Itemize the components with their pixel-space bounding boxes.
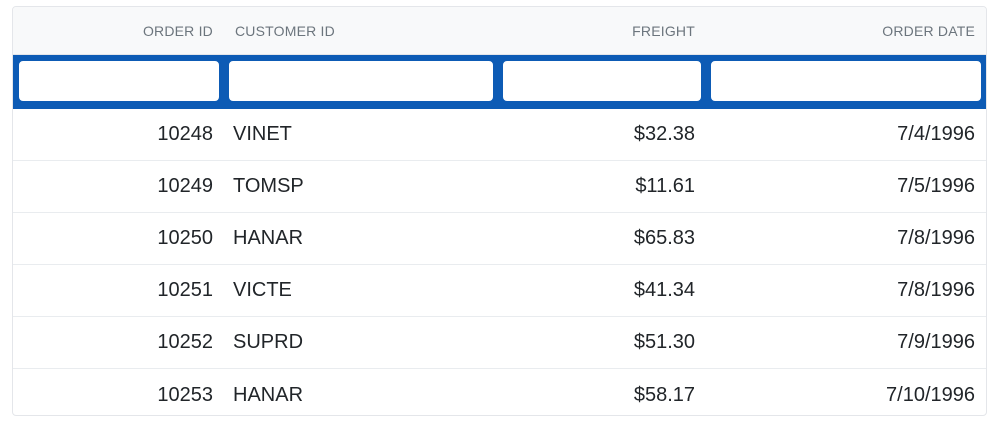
cell-order-date: 7/9/1996 bbox=[897, 331, 975, 353]
table-row[interactable]: 10249 TOMSP $11.61 7/5/1996 bbox=[13, 161, 986, 213]
data-grid: ORDER ID CUSTOMER ID FREIGHT ORDER DATE … bbox=[12, 6, 987, 416]
column-header-order-date[interactable]: ORDER DATE bbox=[882, 22, 975, 39]
cell-order-date: 7/4/1996 bbox=[897, 123, 975, 145]
cell-freight: $58.17 bbox=[633, 383, 695, 406]
cell-customer-id: HANAR bbox=[233, 383, 304, 406]
cell-freight: $11.61 bbox=[635, 175, 695, 197]
cell-order-id: 10252 bbox=[157, 331, 213, 353]
filter-input-freight[interactable] bbox=[501, 59, 703, 103]
cell-order-date: 7/8/1996 bbox=[897, 227, 975, 249]
filter-row bbox=[13, 55, 986, 109]
filter-input-order-id[interactable] bbox=[17, 59, 221, 103]
cell-customer-id: VICTE bbox=[233, 279, 292, 301]
cell-customer-id: SUPRD bbox=[233, 331, 304, 353]
table-row[interactable]: 10253 HANAR $58.17 7/10/1996 bbox=[13, 369, 986, 415]
filter-cell-customer-id bbox=[224, 59, 498, 105]
cell-customer-id: VINET bbox=[233, 123, 292, 145]
filter-cell-freight bbox=[498, 59, 706, 105]
column-header-freight[interactable]: FREIGHT bbox=[632, 22, 695, 39]
table-row[interactable]: 10251 VICTE $41.34 7/8/1996 bbox=[13, 265, 986, 317]
filter-input-order-date[interactable] bbox=[709, 59, 983, 103]
table-row[interactable]: 10250 HANAR $65.83 7/8/1996 bbox=[13, 213, 986, 265]
filter-cell-order-id bbox=[14, 59, 224, 105]
table-row[interactable]: 10248 VINET $32.38 7/4/1996 bbox=[13, 109, 986, 161]
cell-order-id: 10249 bbox=[157, 175, 213, 197]
cell-customer-id: TOMSP bbox=[233, 175, 304, 197]
cell-freight: $32.38 bbox=[633, 123, 695, 145]
cell-order-date: 7/10/1996 bbox=[886, 383, 975, 406]
column-header-order-id[interactable]: ORDER ID bbox=[142, 22, 213, 39]
cell-order-date: 7/8/1996 bbox=[897, 279, 975, 301]
filter-input-customer-id[interactable] bbox=[227, 59, 495, 103]
column-header-customer-id[interactable]: CUSTOMER ID bbox=[235, 22, 335, 39]
filter-cell-order-date bbox=[706, 59, 986, 105]
cell-freight: $41.34 bbox=[633, 279, 695, 301]
cell-order-id: 10251 bbox=[157, 279, 213, 301]
cell-customer-id: HANAR bbox=[233, 227, 304, 249]
header-row: ORDER ID CUSTOMER ID FREIGHT ORDER DATE bbox=[13, 7, 986, 55]
cell-freight: $51.30 bbox=[633, 331, 695, 353]
cell-order-id: 10250 bbox=[157, 227, 213, 249]
cell-order-id: 10253 bbox=[157, 383, 213, 406]
cell-order-id: 10248 bbox=[157, 123, 213, 145]
cell-order-date: 7/5/1996 bbox=[897, 175, 975, 197]
cell-freight: $65.83 bbox=[633, 227, 695, 249]
table-row[interactable]: 10252 SUPRD $51.30 7/9/1996 bbox=[13, 317, 986, 369]
